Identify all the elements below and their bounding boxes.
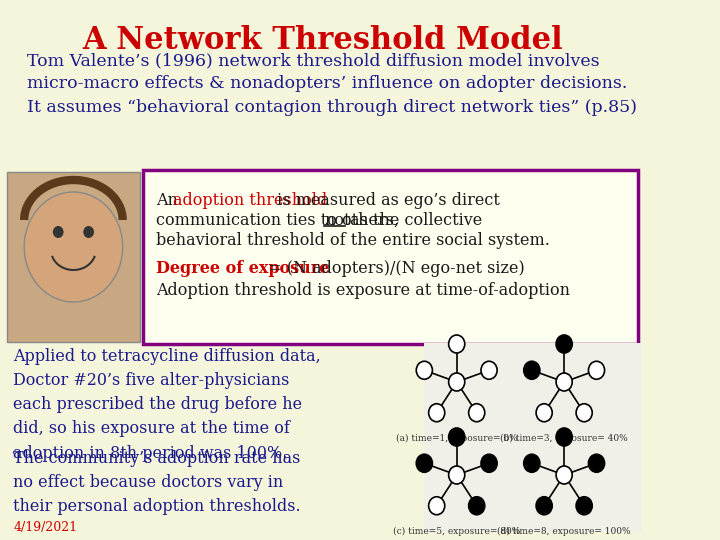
Circle shape: [556, 466, 572, 484]
Circle shape: [428, 497, 445, 515]
Circle shape: [84, 226, 94, 238]
Text: (d) time=8, exposure= 100%: (d) time=8, exposure= 100%: [498, 527, 631, 536]
Circle shape: [416, 361, 433, 379]
Circle shape: [536, 497, 552, 515]
Circle shape: [556, 428, 572, 446]
Text: Degree of exposure: Degree of exposure: [156, 260, 329, 277]
Text: The community’s adoption rate has
no effect because doctors vary in
their person: The community’s adoption rate has no eff…: [14, 450, 301, 515]
Circle shape: [449, 373, 464, 391]
Text: Adoption threshold is exposure at time-of-adoption: Adoption threshold is exposure at time-o…: [156, 282, 570, 299]
Text: adoption threshold: adoption threshold: [173, 192, 327, 209]
Circle shape: [556, 335, 572, 353]
Text: An: An: [156, 192, 183, 209]
Circle shape: [588, 361, 605, 379]
Circle shape: [449, 466, 464, 484]
Circle shape: [588, 454, 605, 472]
Circle shape: [481, 361, 497, 379]
Circle shape: [481, 454, 497, 472]
Text: not: not: [324, 212, 351, 229]
Text: (a) time=1, exposure= 0%: (a) time=1, exposure= 0%: [396, 434, 518, 443]
Text: A Network Threshold Model: A Network Threshold Model: [82, 25, 563, 56]
Circle shape: [523, 454, 540, 472]
Text: communication ties to others,: communication ties to others,: [156, 212, 404, 229]
Circle shape: [53, 226, 63, 238]
Text: Tom Valente’s (1996) network threshold diffusion model involves
micro-macro effe: Tom Valente’s (1996) network threshold d…: [27, 52, 637, 116]
Text: (c) time=5, exposure= 80%: (c) time=5, exposure= 80%: [393, 527, 521, 536]
FancyBboxPatch shape: [423, 343, 642, 532]
Circle shape: [576, 404, 593, 422]
Text: = (N adopters)/(N ego-net size): = (N adopters)/(N ego-net size): [264, 260, 525, 277]
Circle shape: [556, 373, 572, 391]
Circle shape: [536, 404, 552, 422]
Text: as the collective: as the collective: [345, 212, 482, 229]
Circle shape: [24, 192, 122, 302]
Circle shape: [449, 335, 464, 353]
Text: is measured as ego’s direct: is measured as ego’s direct: [272, 192, 500, 209]
FancyBboxPatch shape: [7, 172, 140, 342]
FancyBboxPatch shape: [143, 170, 638, 344]
Text: behavioral threshold of the entire social system.: behavioral threshold of the entire socia…: [156, 232, 549, 249]
Text: 4/19/2021: 4/19/2021: [14, 521, 78, 534]
Circle shape: [416, 454, 433, 472]
Circle shape: [449, 428, 464, 446]
Text: Applied to tetracycline diffusion data,
Doctor #20’s five alter-physicians
each : Applied to tetracycline diffusion data, …: [14, 348, 321, 462]
Circle shape: [576, 497, 593, 515]
Text: (b) time=3, exposure= 40%: (b) time=3, exposure= 40%: [500, 434, 628, 443]
Circle shape: [523, 361, 540, 379]
Circle shape: [469, 404, 485, 422]
Circle shape: [469, 497, 485, 515]
Circle shape: [428, 404, 445, 422]
